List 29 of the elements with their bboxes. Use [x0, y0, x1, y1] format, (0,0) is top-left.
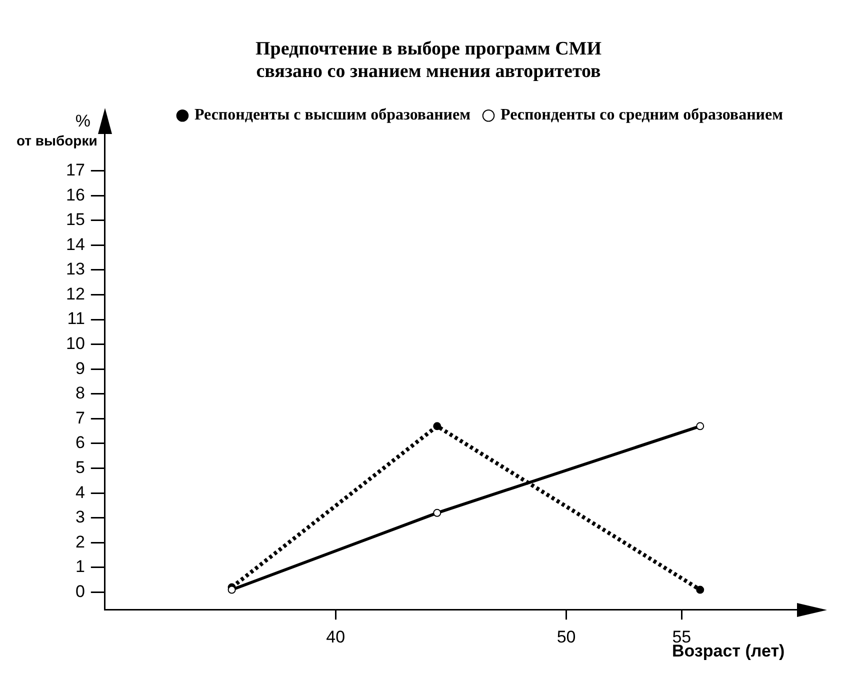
y-tick-label: 9	[75, 358, 85, 378]
y-tick-label: 1	[75, 557, 85, 576]
y-tick-label: 14	[66, 234, 85, 254]
y-tick-label: 3	[75, 508, 85, 527]
y-axis-title: % от выборки	[16, 111, 98, 148]
y-tick-label: 15	[66, 210, 85, 230]
point	[696, 422, 704, 430]
y-tick-label: 7	[75, 408, 85, 428]
x-tick-label: 40	[326, 627, 346, 646]
y-tick-label: 5	[75, 458, 85, 477]
y-tick-label: 10	[66, 334, 85, 354]
y-tick-label: 2	[75, 532, 85, 552]
y-tick-label: 13	[66, 260, 85, 279]
y-tick-label: 12	[66, 284, 85, 304]
y-tick-label: 11	[67, 309, 85, 328]
legend-label: Респонденты со средним образованием	[500, 106, 784, 124]
y-tick-label: 8	[75, 384, 85, 403]
point	[228, 586, 236, 594]
y-tick-label: 16	[66, 185, 85, 204]
legend-label: Респонденты с высшим образованием	[194, 106, 471, 124]
point	[433, 508, 442, 517]
chart-title: Предпочтение в выборе программ СМИ связано со знанием мнения авторитетов	[255, 38, 602, 82]
point	[433, 422, 442, 430]
point	[696, 586, 704, 594]
y-tick-label: 4	[75, 482, 85, 502]
y-tick-label: 17	[66, 160, 85, 180]
y-tick-label: 0	[75, 582, 85, 601]
y-tick-label: 6	[75, 433, 85, 452]
x-tick-label: 50	[556, 627, 576, 646]
